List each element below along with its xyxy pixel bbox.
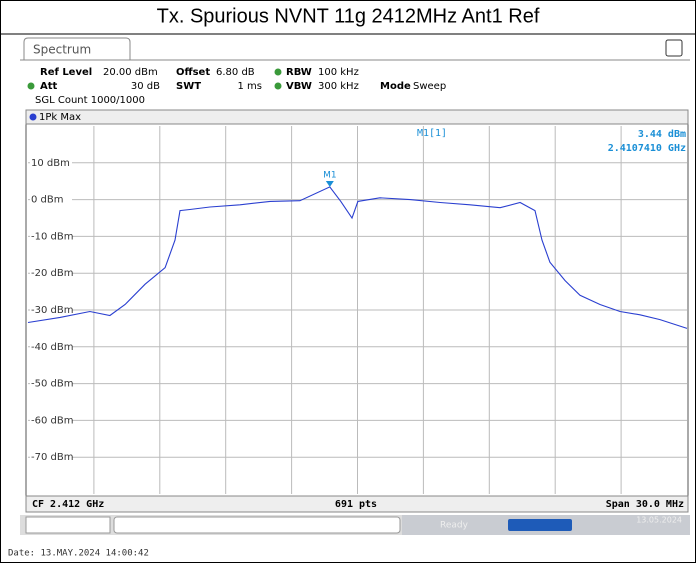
y-tick-label: -30 dBm <box>31 305 73 316</box>
marker <box>325 180 334 187</box>
tab-label: Spectrum <box>33 43 91 57</box>
footer-bar <box>25 495 689 513</box>
field[interactable] <box>113 516 401 534</box>
y-tick-label: -20 dBm <box>31 268 73 279</box>
trace-bar <box>25 109 689 125</box>
setting: SGL Count 1000/1000 <box>35 95 145 106</box>
label-bg <box>30 377 72 390</box>
setting: Att <box>40 81 58 92</box>
setting: 100 kHz <box>318 67 359 78</box>
y-tick-label: -70 dBm <box>31 452 73 463</box>
trace <box>27 186 688 329</box>
setting: Offset <box>176 67 210 78</box>
y-tick-label: 10 dBm <box>31 158 70 169</box>
label-bg <box>30 156 72 169</box>
date: Date: 13.MAY.2024 14:00:42 <box>8 549 149 559</box>
y-tick-label: -50 dBm <box>31 379 73 390</box>
setting: Sweep <box>413 81 446 92</box>
marker-x: 2.4107410 GHz <box>608 143 686 154</box>
status-date: 13.05.2024 <box>636 516 682 525</box>
y-tick-label: -60 dBm <box>31 415 73 426</box>
setting: 300 kHz <box>318 81 359 92</box>
dot <box>274 68 282 76</box>
progress <box>508 519 572 531</box>
y-tick-label: -40 dBm <box>31 342 73 353</box>
setting: 6.80 dB <box>216 67 255 78</box>
setting: VBW <box>286 81 312 92</box>
dot <box>274 82 282 90</box>
setting: 1 ms <box>238 81 263 92</box>
trace-dot <box>29 113 37 121</box>
marker-label: M1 <box>323 170 337 180</box>
setting: Ref Level <box>40 67 92 78</box>
status: Ready <box>440 521 469 531</box>
marker-y: 3.44 dBm <box>638 129 686 140</box>
label-bg <box>30 267 72 280</box>
label-bg <box>30 230 72 243</box>
setting: 20.00 dBm <box>103 67 158 78</box>
span: Span 30.0 MHz <box>606 499 684 510</box>
chart-title: Tx. Spurious NVNT 11g 2412MHz Ant1 Ref <box>157 5 540 27</box>
trace-label: 1Pk Max <box>39 112 81 123</box>
setting: RBW <box>286 67 312 78</box>
label-bg <box>30 340 72 353</box>
marker-readout: M1[1] <box>417 128 447 139</box>
center: CF 2.412 GHz <box>32 499 104 510</box>
icon[interactable] <box>665 39 683 57</box>
label-bg <box>30 451 72 464</box>
label-bg <box>30 304 72 316</box>
y-tick-label: -10 dBm <box>31 231 73 242</box>
dot <box>27 82 35 90</box>
y-tick-label: 0 dBm <box>31 195 64 206</box>
tab <box>23 37 131 60</box>
label-bg <box>30 414 72 427</box>
setting: 30 dB <box>131 81 160 92</box>
setting: SWT <box>176 81 201 92</box>
field[interactable] <box>25 516 111 534</box>
plot: 10 dBm 0 dBm -10 dBm -20 dBm -30 dBm -40 dBm -… <box>27 126 688 494</box>
setting: Mode <box>380 81 411 92</box>
label-bg <box>30 193 72 206</box>
points: 691 pts <box>335 499 377 510</box>
